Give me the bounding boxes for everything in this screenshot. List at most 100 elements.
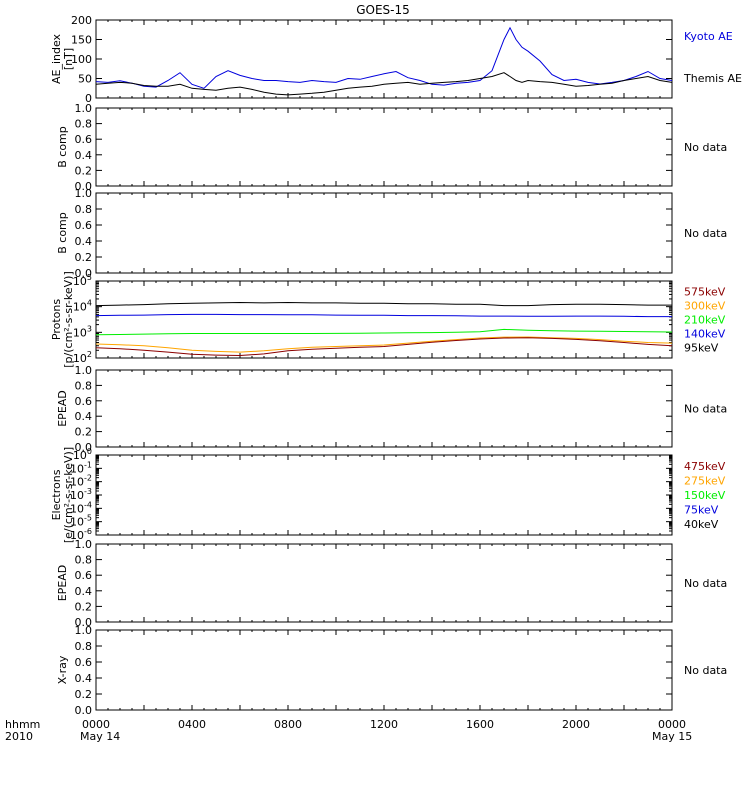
legend-entry: 275keV bbox=[684, 474, 726, 487]
panel-frame bbox=[95, 19, 673, 99]
y-tick-label: 0.6 bbox=[75, 656, 93, 669]
no-data-label: No data bbox=[684, 227, 727, 240]
y-tick-label: 102 bbox=[73, 350, 92, 365]
legend-entry: 300keV bbox=[684, 300, 726, 313]
y-tick-label: 1.0 bbox=[75, 187, 93, 200]
y-tick-label: 0.6 bbox=[75, 569, 93, 582]
legend-entry: 210keV bbox=[684, 314, 726, 327]
y-tick-label: 0.2 bbox=[75, 688, 93, 701]
panel-xray: 0.0 0.2 0.4 0.6 0.8 1.0 X-ray No data bbox=[56, 624, 727, 717]
panel-frame bbox=[95, 454, 673, 536]
y-tick-label: 0.6 bbox=[75, 219, 93, 232]
legend-entry: Kyoto AE bbox=[684, 30, 733, 43]
y-tick-label: 0.8 bbox=[75, 379, 93, 392]
panel-frame bbox=[95, 369, 673, 448]
y-tick-label: 0.4 bbox=[75, 410, 93, 423]
panel-bcomp1: 0.0 0.2 0.4 0.6 0.8 1.0 B comp No data bbox=[56, 102, 727, 193]
y-tick-label: 50 bbox=[78, 73, 92, 86]
time-tick-label: 0000 bbox=[658, 718, 686, 731]
panel-frame bbox=[95, 629, 673, 711]
y-axis-label: EPEAD bbox=[56, 390, 69, 427]
date-start-label: May 14 bbox=[80, 730, 120, 743]
y-tick-label: 0.8 bbox=[75, 118, 93, 131]
y-tick-label: 0.6 bbox=[75, 395, 93, 408]
y-tick-label: 0.6 bbox=[75, 133, 93, 146]
no-data-label: No data bbox=[684, 577, 727, 590]
series-line-575kev bbox=[95, 337, 673, 357]
legend-entry: 140keV bbox=[684, 328, 726, 341]
y-tick-label: 1.0 bbox=[75, 102, 93, 115]
y-tick-label: 1.0 bbox=[75, 538, 93, 551]
no-data-label: No data bbox=[684, 664, 727, 677]
panel-ae: 0 50 100 150 200 AE_index[nT] Kyoto AE Themis A… bbox=[50, 14, 742, 105]
time-tick-label: 0000 bbox=[82, 718, 110, 731]
y-tick-label: 10-4 bbox=[70, 500, 92, 515]
y-axis-label: AE_index[nT] bbox=[50, 33, 75, 84]
y-tick-label: 0.0 bbox=[75, 441, 93, 454]
legend-entry: Themis AE bbox=[683, 72, 742, 85]
panel-electrons: 10-610-510-410-310-210-1100Electrons[e/(… bbox=[50, 447, 726, 543]
no-data-label: No data bbox=[684, 141, 727, 154]
y-tick-label: 0.8 bbox=[75, 640, 93, 653]
legend-entry: 40keV bbox=[684, 518, 719, 531]
panel-frame bbox=[95, 192, 673, 274]
time-axis-row2-label: 2010 bbox=[5, 730, 33, 743]
y-tick-label: 0.4 bbox=[75, 235, 93, 248]
legend-entry: 575keV bbox=[684, 286, 726, 299]
y-tick-label: 200 bbox=[71, 14, 92, 27]
time-axis-row1-label: hhmm bbox=[5, 718, 40, 731]
time-tick-label: 0800 bbox=[274, 718, 302, 731]
y-tick-label: 0.0 bbox=[75, 180, 93, 193]
time-tick-label: 2000 bbox=[562, 718, 590, 731]
y-tick-label: 100 bbox=[73, 447, 92, 462]
y-tick-label: 0.4 bbox=[75, 585, 93, 598]
y-tick-label: 0.2 bbox=[75, 164, 93, 177]
time-tick-label: 0400 bbox=[178, 718, 206, 731]
legend-entry: 95keV bbox=[684, 342, 719, 355]
y-tick-label: 1.0 bbox=[75, 364, 93, 377]
y-tick-label: 10-6 bbox=[70, 527, 92, 542]
figure-title: GOES-15 bbox=[356, 3, 410, 17]
series-line-themis-ae bbox=[95, 72, 673, 96]
legend-entry: 150keV bbox=[684, 489, 726, 502]
panel-epead2: 0.0 0.2 0.4 0.6 0.8 1.0 EPEAD No data bbox=[56, 538, 727, 629]
time-axis: hhmm 2010 0000 0400 0800 1200 1600 2000 … bbox=[5, 718, 692, 743]
y-tick-label: 10-1 bbox=[70, 460, 92, 475]
legend-entry: 75keV bbox=[684, 504, 719, 517]
y-tick-label: 105 bbox=[73, 273, 92, 288]
panel-frame bbox=[95, 107, 673, 187]
y-tick-label: 150 bbox=[71, 34, 92, 47]
no-data-label: No data bbox=[684, 403, 727, 416]
time-tick-label: 1200 bbox=[370, 718, 398, 731]
y-tick-label: 0.0 bbox=[75, 704, 93, 717]
date-end-label: May 15 bbox=[652, 730, 692, 743]
y-axis-label: B comp bbox=[56, 126, 69, 168]
y-tick-label: 0.0 bbox=[75, 267, 93, 280]
y-tick-label: 0.2 bbox=[75, 426, 93, 439]
series-line-300kev bbox=[95, 336, 673, 353]
y-tick-label: 0.4 bbox=[75, 672, 93, 685]
panel-frame bbox=[95, 543, 673, 623]
series-line-210kev bbox=[95, 328, 673, 336]
y-axis-label: EPEAD bbox=[56, 565, 69, 602]
y-axis-label: X-ray bbox=[56, 655, 69, 684]
panel-epead1: 0.0 0.2 0.4 0.6 0.8 1.0 EPEAD No data bbox=[56, 364, 727, 454]
y-tick-label: 10-5 bbox=[70, 514, 92, 529]
y-axis-label: Electrons[e/(cm²-s-sr-keV)] bbox=[50, 447, 75, 543]
y-tick-label: 0.8 bbox=[75, 203, 93, 216]
series-line-140kev bbox=[95, 313, 672, 318]
y-tick-label: 0.4 bbox=[75, 149, 93, 162]
y-tick-label: 100 bbox=[71, 53, 92, 66]
legend-entry: 475keV bbox=[684, 460, 726, 473]
y-tick-label: 0.2 bbox=[75, 600, 93, 613]
y-tick-label: 104 bbox=[73, 299, 92, 314]
y-tick-label: 1.0 bbox=[75, 624, 93, 637]
y-tick-label: 0.2 bbox=[75, 251, 93, 264]
y-axis-label: Protons[p/(cm²-s-sr-keV)] bbox=[50, 271, 75, 368]
y-tick-label: 103 bbox=[73, 324, 92, 339]
y-tick-label: 0.0 bbox=[75, 616, 93, 629]
y-tick-label: 0.8 bbox=[75, 554, 93, 567]
time-tick-label: 1600 bbox=[466, 718, 494, 731]
